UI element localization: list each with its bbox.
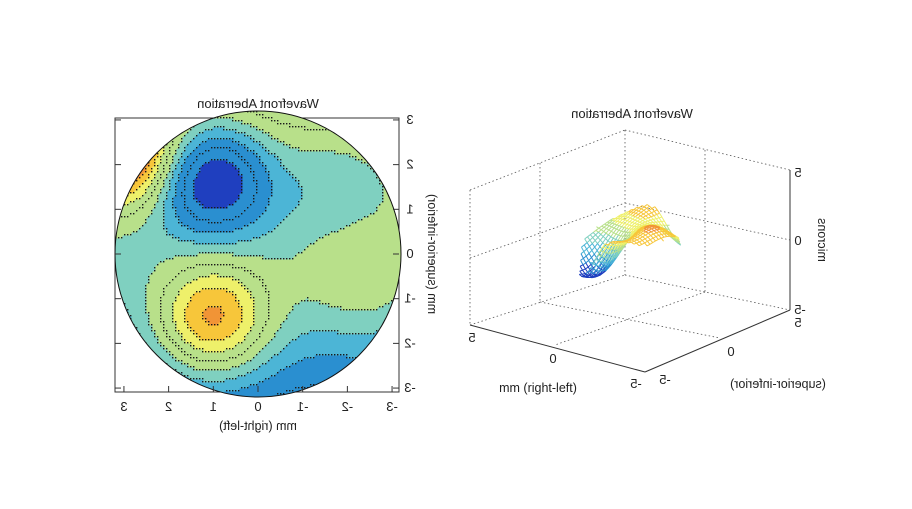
surface-y-tick-label: 0 xyxy=(727,344,734,359)
contour-y-tick-label: 1 xyxy=(406,201,413,216)
contour-x-tick-label: 2 xyxy=(165,399,172,414)
contour-x-tick-label: -1 xyxy=(297,399,309,414)
surface-z-tick-label: 5 xyxy=(794,165,801,180)
contour-chart-title: Wavefront Aberration xyxy=(197,96,319,111)
contour-y-tick-label: -2 xyxy=(404,335,416,350)
contour-y-ticks: 3 2 1 0 -1 -2 -3 xyxy=(115,112,416,395)
surface-x-tick-label: 5 xyxy=(468,330,475,345)
contour-y-tick-label: 0 xyxy=(406,246,413,261)
contour-x-tick-label: 1 xyxy=(210,399,217,414)
contour-chart: Wavefront Aberration 3 2 1 0 -1 -2 -3 3 2 1 0 -1 -2… xyxy=(114,96,439,433)
surface-y-tick-label: 5 xyxy=(794,315,801,330)
surface-y-tick-label: -5 xyxy=(659,372,671,387)
surface-y-axis-label: (superior-inferior) xyxy=(730,377,826,391)
contour-x-tick-label: -3 xyxy=(386,399,398,414)
surface-chart-title: Wavefront Aberration xyxy=(571,106,693,121)
surface-x-axis-label: mm (right-left) xyxy=(499,381,577,395)
surface-z-tick-label: 0 xyxy=(794,233,801,248)
surface-chart: Wavefront Aberration xyxy=(468,106,829,395)
contour-y-tick-label: -1 xyxy=(404,291,416,306)
contour-y-axis-label: mm (superior-inferior) xyxy=(425,194,439,314)
surface-z-tick-label: -5 xyxy=(794,302,806,317)
surface-ticks: 50-550-550-5 xyxy=(468,165,805,391)
surface-z-axis-label: microns xyxy=(815,218,829,262)
contour-y-tick-label: -3 xyxy=(404,380,416,395)
contour-y-tick-label: 2 xyxy=(406,157,413,172)
surface-mesh xyxy=(578,204,682,279)
surface-x-tick-label: 0 xyxy=(549,351,556,366)
contour-x-tick-label: 3 xyxy=(120,399,127,414)
contour-x-tick-label: 0 xyxy=(254,399,261,414)
contour-x-ticks: 3 2 1 0 -1 -2 -3 xyxy=(120,386,398,414)
contour-x-axis-label: mm (right-left) xyxy=(219,419,297,433)
surface-x-tick-label: -5 xyxy=(630,376,642,391)
contour-y-tick-label: 3 xyxy=(406,112,413,127)
contour-x-tick-label: -2 xyxy=(342,399,354,414)
surface-floor-edges xyxy=(469,170,791,373)
